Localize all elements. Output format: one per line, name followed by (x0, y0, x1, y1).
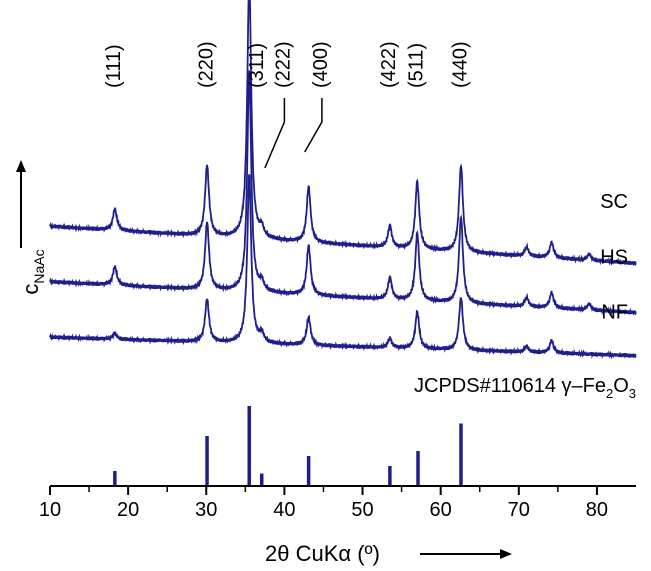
series-label: HS (600, 246, 628, 268)
leader-lines (264, 98, 323, 169)
plane-label-text: (111) (103, 44, 125, 88)
svg-text:cNaAc: cNaAc (18, 249, 47, 294)
reference-label: JCPDS#110614 γ–Fe2O3 (414, 375, 636, 401)
plane-label: (220) (195, 41, 217, 88)
series-line (49, 174, 637, 360)
x-tick-label: 10 (39, 499, 61, 521)
plane-label: (400) (310, 41, 332, 88)
x-tick-label: 80 (586, 499, 608, 521)
y-arrow-head (16, 160, 26, 172)
plane-label-text: (311) (246, 43, 268, 88)
x-tick-label: 70 (508, 499, 530, 521)
series-label: SC (600, 191, 628, 213)
plane-label: (111) (103, 44, 125, 88)
y-axis-arrow (16, 160, 26, 248)
plane-label: (511) (406, 43, 428, 88)
series-line (49, 70, 637, 316)
plane-label-text: (222) (273, 41, 295, 88)
leader-line-311 (264, 98, 286, 169)
series-line (49, 0, 637, 267)
y-axis-label-main: c (18, 284, 43, 295)
reference-bars (113, 406, 463, 486)
series-label: NF (601, 302, 628, 324)
plane-labels: (111) (220) (311) (222) (400) (422) (511) (440) (103, 41, 471, 88)
x-axis-arrow (420, 549, 512, 559)
x-arrow-head (500, 549, 512, 559)
plane-label: (440) (449, 41, 471, 88)
plane-label-text: (440) (449, 41, 471, 88)
plane-label: (311) (246, 43, 268, 88)
x-axis-label: 2θ CuKα (º) (265, 541, 380, 566)
plane-label-text: (511) (406, 43, 428, 88)
series-traces: SC HS NF (49, 0, 637, 360)
y-axis-label-sub: NaAc (31, 249, 47, 283)
x-tick-label: 50 (351, 499, 373, 521)
plane-label-text: (400) (310, 41, 332, 88)
leader-line-222 (304, 98, 323, 153)
y-axis-label: cNaAc (18, 249, 47, 294)
x-tick-label: 30 (195, 499, 217, 521)
x-axis: 10 20 30 40 50 60 70 80 (39, 485, 636, 521)
plane-label-text: (422) (378, 41, 400, 88)
plane-label: (222) (273, 41, 295, 88)
x-tick-label: 60 (430, 499, 452, 521)
x-tick-label: 40 (273, 499, 295, 521)
x-tick-label: 20 (117, 499, 139, 521)
plane-label: (422) (378, 41, 400, 88)
plane-label-text: (220) (195, 41, 217, 88)
